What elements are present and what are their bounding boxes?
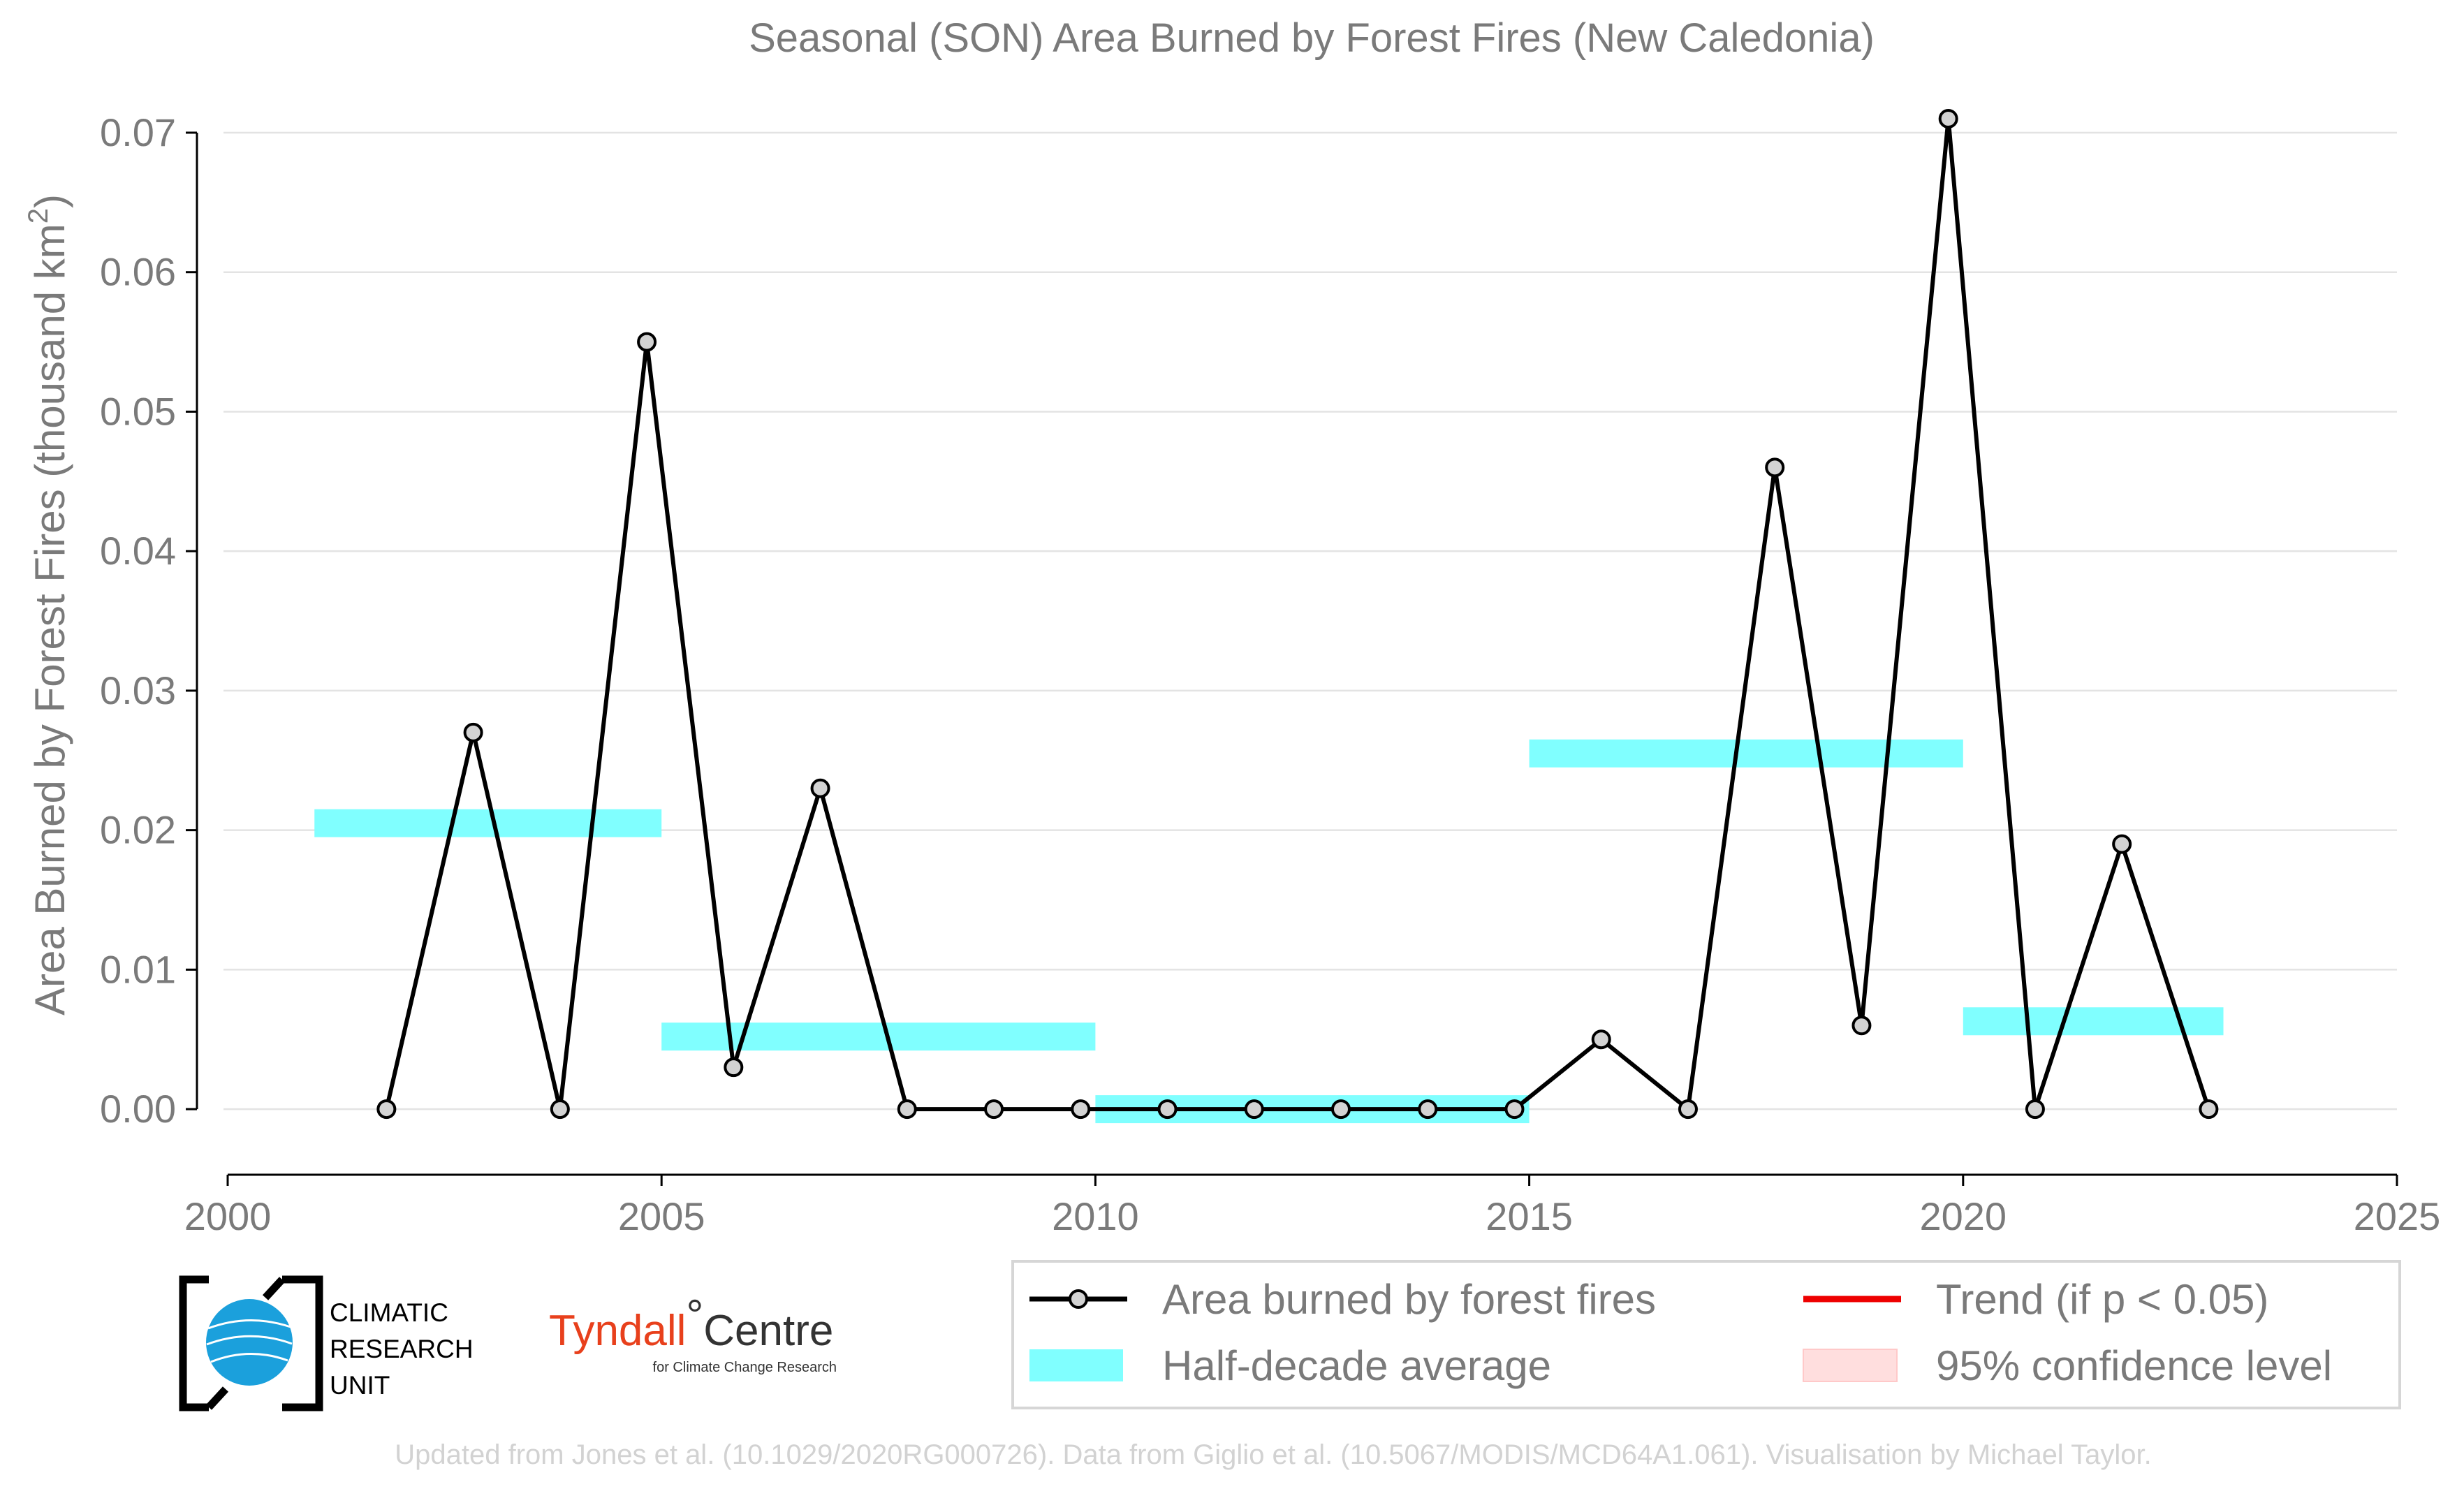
x-tick-label: 2020 [1920, 1194, 2007, 1238]
data-point [2112, 834, 2132, 854]
cru-logo-line-2: RESEARCH [330, 1335, 474, 1363]
legend-swatch-area-burned-marker [1069, 1289, 1088, 1309]
chart-title: Seasonal (SON) Area Burned by Forest Fir… [749, 15, 1875, 61]
legend-swatch-confidence [1803, 1349, 1898, 1382]
legend: Area burned by forest fires Trend (if p … [1011, 1260, 2401, 1409]
series-area-burned [376, 109, 2219, 1120]
y-tick-label: 0.00 [100, 1087, 176, 1131]
data-point [1851, 1015, 1872, 1036]
data-point [1244, 1099, 1264, 1120]
y-axis-label-main: Area Burned by Forest Fires (thousand km [27, 223, 73, 1015]
y-tick-label: 0.02 [100, 808, 176, 852]
y-tick-label: 0.06 [100, 250, 176, 294]
legend-frame [1011, 1260, 2401, 1409]
cru-logo: CLIMATIC RESEARCH UNIT [179, 1275, 474, 1411]
tyndall-logo-subtitle: for Climate Change Research [653, 1360, 837, 1375]
data-point [376, 1099, 397, 1120]
tyndall-logo: Tyndall°Centre for Climate Change Resear… [549, 1291, 837, 1375]
half-decade-average-bar [1529, 739, 1963, 768]
legend-swatch-half-decade-average [1029, 1349, 1123, 1381]
data-point [984, 1099, 1004, 1120]
tyndall-logo-degree: ° [686, 1291, 703, 1340]
legend-label-area-burned: Area burned by forest fires [1162, 1276, 1656, 1323]
x-tick-label: 2000 [184, 1194, 272, 1238]
half-decade-average-bars [314, 739, 2224, 1124]
grid-lines [223, 131, 2397, 1110]
legend-label-trend: Trend (if p < 0.05) [1936, 1276, 2268, 1323]
y-axis-label: Area Burned by Forest Fires (thousand km… [23, 194, 73, 1015]
cru-logo-line-3: UNIT [330, 1371, 390, 1400]
data-point [897, 1099, 917, 1120]
data-point [1678, 1099, 1698, 1120]
y-tick-label: 0.03 [100, 668, 176, 712]
y-tick-label: 0.07 [100, 110, 176, 154]
half-decade-average-bar [314, 809, 662, 837]
tyndall-logo-word: Tyndall [549, 1307, 686, 1355]
y-tick-labels: 0.00 0.01 0.02 0.03 0.04 0.05 0.06 0.07 [100, 110, 176, 1131]
x-tick-label: 2010 [1052, 1194, 1139, 1238]
y-axis-label-superscript: 2 [23, 208, 54, 223]
data-point [1418, 1099, 1438, 1120]
data-point [1765, 457, 1785, 478]
data-point [637, 332, 657, 352]
data-point [1591, 1029, 1611, 1050]
data-point [1504, 1099, 1525, 1120]
x-tick-label: 2005 [618, 1194, 705, 1238]
x-tick-label: 2025 [2354, 1194, 2441, 1238]
data-point [463, 722, 483, 742]
tyndall-logo-centre: Centre [703, 1307, 833, 1355]
y-tick-label: 0.04 [100, 529, 176, 573]
data-point [1157, 1099, 1178, 1120]
data-point [1071, 1099, 1091, 1120]
y-tick-label: 0.01 [100, 947, 176, 991]
y-axis-label-suffix: ) [27, 194, 73, 208]
data-point [1938, 109, 1958, 129]
data-point [550, 1099, 570, 1120]
x-tick-labels: 2000 2005 2010 2015 2020 2025 [184, 1194, 2441, 1238]
cru-logo-mark [179, 1275, 323, 1411]
half-decade-average-bar [661, 1022, 1096, 1051]
data-point [1330, 1099, 1351, 1120]
tyndall-logo-name: Tyndall°Centre [549, 1291, 833, 1355]
data-point [724, 1057, 744, 1078]
footnote: Updated from Jones et al. (10.1029/2020R… [395, 1439, 2151, 1470]
y-tick-label: 0.05 [100, 389, 176, 433]
data-point [2025, 1099, 2045, 1120]
series-line-area-burned [384, 118, 2211, 1113]
cru-logo-line-1: CLIMATIC [330, 1298, 448, 1327]
axes [186, 131, 2398, 1186]
legend-label-confidence: 95% confidence level [1936, 1342, 2332, 1389]
data-point [810, 778, 830, 798]
legend-label-half-decade-average: Half-decade average [1162, 1342, 1551, 1389]
x-tick-label: 2015 [1486, 1194, 1573, 1238]
data-point [2199, 1099, 2219, 1120]
